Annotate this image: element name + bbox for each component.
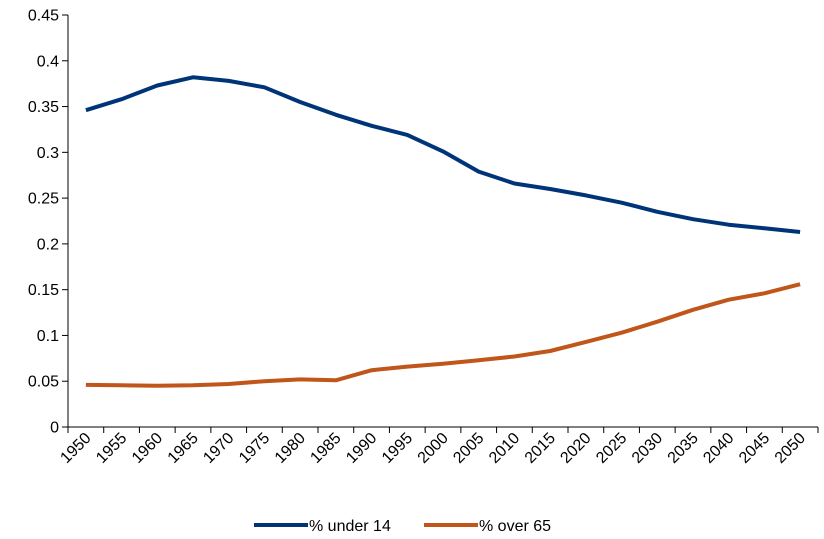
x-tick-label: 2045 [736,430,773,467]
x-tick-label: 1970 [200,430,237,467]
x-tick-label: 1950 [57,430,94,467]
y-tick-label: 0.1 [37,328,59,345]
y-tick-label: 0 [50,420,59,437]
y-tick-label: 0.4 [37,53,59,70]
legend-item-over-65: % over 65 [424,518,551,535]
x-tick-label: 2005 [450,430,487,467]
series-line-0 [85,75,801,234]
x-tick-label: 1990 [343,430,380,467]
x-tick-label: 1995 [379,430,416,467]
y-tick-label: 0.45 [28,8,59,25]
x-tick-label: 1985 [307,430,344,467]
x-tick-label: 1965 [165,430,202,467]
x-tick-label: 2015 [522,430,559,467]
y-tick-label: 0.25 [28,191,59,208]
y-tick-label: 0.35 [28,99,59,116]
series-layer [85,75,801,388]
x-tick-label: 2040 [700,430,737,467]
x-axis: 1950195519601965197019751980198519901995… [57,426,819,467]
x-tick-label: 1955 [93,430,130,467]
legend-label-over-65: % over 65 [479,518,551,535]
y-axis: 0 0.05 0.1 0.15 0.2 0.25 0.3 0.35 0.4 0.45 [28,8,69,437]
legend: % under 14 % over 65 [254,518,551,535]
y-tick-label: 0.2 [37,236,59,253]
x-tick-label: 2025 [593,430,630,467]
legend-label-under-14: % under 14 [309,518,391,535]
legend-item-under-14: % under 14 [254,518,391,535]
x-tick-label: 1960 [129,430,166,467]
x-tick-label: 2020 [557,430,594,467]
series-line-1 [85,282,801,388]
y-tick-label: 0.15 [28,282,59,299]
plot-area: 00.050.10.150.20.250.30.350.40.45 195019… [28,8,819,467]
x-tick-label: 2000 [415,430,452,467]
x-tick-label: 2030 [629,430,666,467]
y-tick-label: 0.3 [37,145,59,162]
y-tick-label: 0.05 [28,374,59,391]
x-tick-label: 1975 [236,430,273,467]
x-tick-label: 2050 [772,430,809,467]
x-tick-label: 2010 [486,430,523,467]
x-tick-label: 1980 [272,430,309,467]
x-tick-label: 2035 [665,430,702,467]
